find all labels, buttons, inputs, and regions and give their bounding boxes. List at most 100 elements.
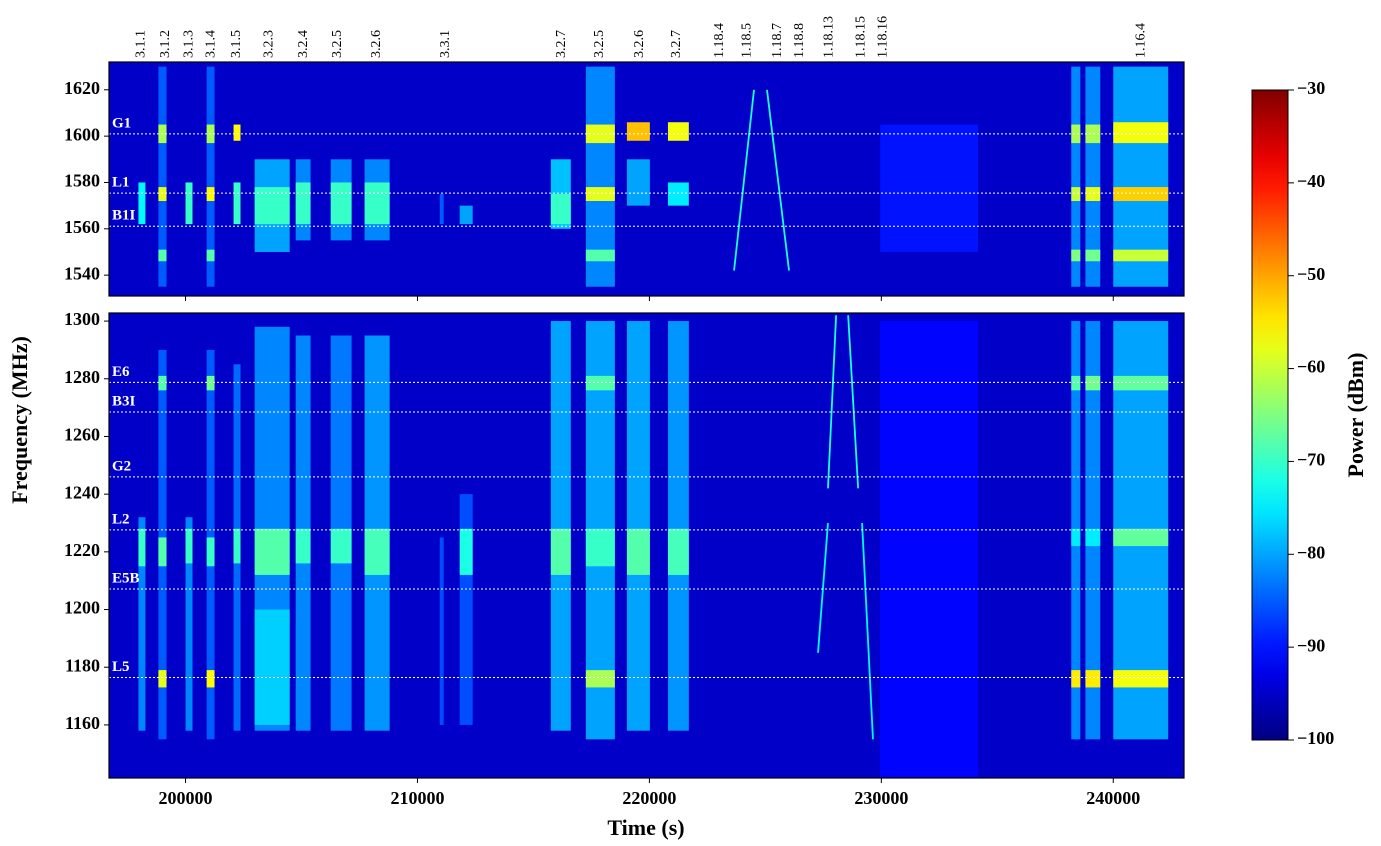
burst-band [585,124,615,144]
test-label: 3.2.4 [296,30,311,58]
burst-band [158,537,167,567]
test-label: 1.18.8 [792,23,807,58]
test-label: 3.1.4 [204,30,219,58]
test-label: 1.18.13 [821,16,836,58]
burst-band [206,249,215,262]
burst-band [667,122,689,141]
burst-band [138,528,146,567]
reference-label: G1 [112,115,131,131]
x-tick-label: 220000 [622,788,676,808]
burst-band [330,182,352,225]
burst-band [233,124,241,141]
reference-label: B1I [112,208,136,224]
burst-band [158,187,167,202]
sweep [766,89,790,271]
sweep [861,522,874,740]
burst-band [585,375,615,391]
sweep [733,89,755,271]
y-tick-label: 1540 [64,263,100,283]
reference-label: B3I [112,393,136,409]
test-label: 3.1.2 [158,30,173,58]
colorbar-label: Power (dBm) [1343,353,1368,478]
burst-band [1071,670,1081,688]
panel: E6 B3I G2 L2 E5B L5 [109,313,1184,778]
burst-band [185,182,193,225]
burst-band [459,205,473,225]
burst-band [1113,249,1169,262]
burst-band [158,375,167,391]
burst-band [667,182,689,206]
colorbar-tick-label: −40 [1297,171,1325,191]
y-tick-label: 1240 [64,482,100,502]
burst-band [158,249,167,262]
test-label: 3.2.7 [554,30,569,58]
panel-frame [108,312,1185,779]
y-tick-label: 1260 [64,425,100,445]
burst-band [880,124,979,252]
test-label: 1.18.4 [712,23,727,58]
colorbar-tick-label: −70 [1297,450,1325,470]
burst-band [364,528,390,575]
burst-band [1113,187,1169,202]
colorbar-tick-label: −80 [1297,542,1325,562]
test-label: 3.2.6 [369,30,384,58]
burst-band [667,528,689,575]
burst-band [550,321,571,731]
burst-band [1071,187,1081,202]
burst-band [206,187,215,202]
burst-band [295,182,311,225]
burst-band [1085,528,1101,547]
burst-band [1085,249,1101,262]
burst-band [1085,670,1101,688]
y-axis-label: Frequency (MHz) [7,336,32,504]
burst-band [138,182,146,225]
burst-band [206,537,215,567]
burst-band [626,122,650,141]
test-label: 1.18.7 [770,23,785,58]
reference-label: E6 [112,364,130,380]
burst-band [1071,124,1081,144]
x-tick-label: 240000 [1086,788,1140,808]
burst-band [1071,66,1081,287]
burst-band [138,517,146,731]
burst-band [550,194,571,225]
y-tick-label: 1580 [64,171,100,191]
burst-band [626,321,650,731]
y-tick-label: 1620 [64,78,100,98]
burst-band [1071,249,1081,262]
reference-label: L1 [112,175,130,191]
sweep [847,315,860,489]
test-label: 3.3.1 [438,30,453,58]
test-label: 3.2.5 [592,30,607,58]
test-label: 3.2.5 [330,30,345,58]
sweep [827,315,838,489]
test-label: 3.2.3 [262,30,277,58]
test-label: 1.16.4 [1134,23,1149,58]
colorbar [1251,89,1289,741]
colorbar-tick-label: −90 [1297,635,1325,655]
burst-band [295,528,311,564]
burst-band [459,528,473,575]
test-label: 3.1.1 [134,30,149,58]
burst-band [880,321,979,777]
panel-frame [108,61,1185,297]
burst-band [158,670,167,688]
colorbar-tick-label: −30 [1297,78,1325,98]
burst-band [185,528,193,564]
burst-band [439,194,444,225]
colorbar-tick-label: −100 [1297,728,1334,748]
burst-band [1085,187,1101,202]
burst-band [1071,528,1081,547]
burst-band [585,670,615,688]
test-label: 1.18.5 [739,23,754,58]
test-label: 3.1.3 [182,30,197,58]
burst-band [585,528,615,567]
burst-band [206,375,215,391]
colorbar-tick-label: −60 [1297,357,1325,377]
y-tick-label: 1560 [64,217,100,237]
y-tick-label: 1160 [65,713,100,733]
burst-band [585,187,615,202]
x-axis-label: Time (s) [607,815,684,840]
sweep [817,522,829,653]
